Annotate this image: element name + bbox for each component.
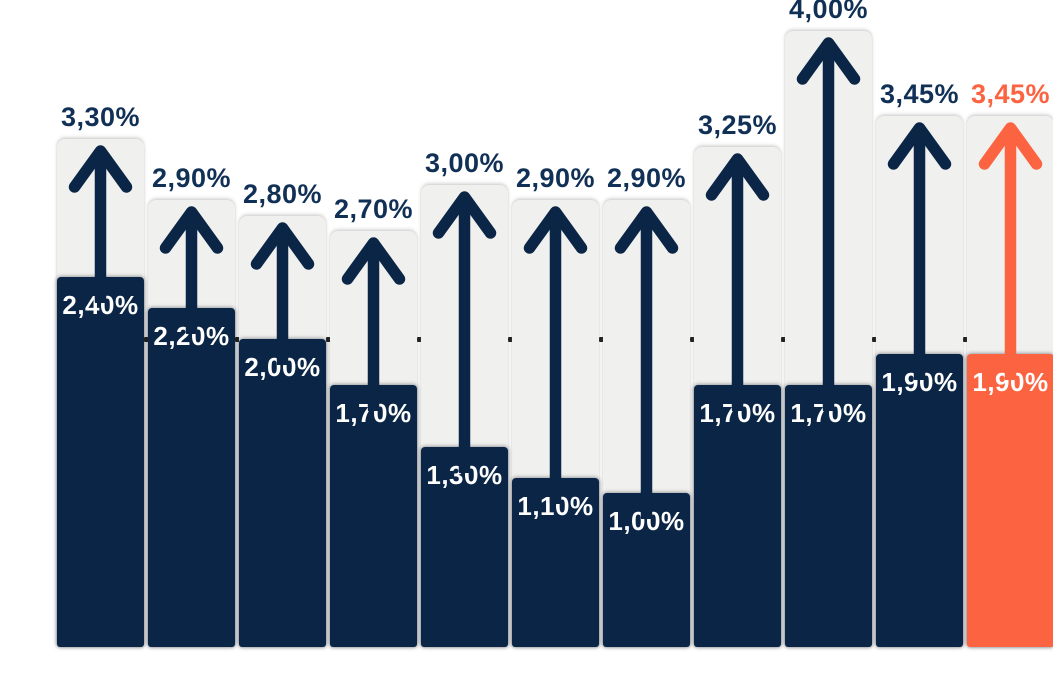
- target-value-label: 2,90%: [515, 163, 596, 193]
- gridline-dot: [326, 337, 331, 342]
- target-value-label: 2,80%: [242, 179, 323, 209]
- increase-arrow-icon: [523, 206, 588, 504]
- current-bar: 2,40%: [57, 277, 144, 647]
- current-bar: 1,30%: [421, 447, 508, 647]
- gridline-dot: [508, 337, 513, 342]
- increase-arrow-icon: [978, 122, 1043, 380]
- target-value-label: 3,00%: [424, 148, 505, 178]
- increase-arrow-icon: [250, 222, 315, 365]
- gridline-dot: [963, 337, 968, 342]
- current-bar: 1,70%: [694, 385, 781, 647]
- target-value-label: 3,45%: [879, 79, 960, 109]
- increase-arrow-icon: [341, 237, 406, 411]
- current-bar: 1,70%: [785, 385, 872, 647]
- increase-arrow-icon: [159, 206, 224, 334]
- gridline-dot: [417, 337, 422, 342]
- target-value-label: 2,70%: [333, 194, 414, 224]
- current-bar: 2,20%: [148, 308, 235, 647]
- increase-arrow-icon: [705, 153, 770, 411]
- gridline-dot: [781, 337, 786, 342]
- gridline-dot: [599, 337, 604, 342]
- gridline-dot: [872, 337, 877, 342]
- current-bar-highlighted: 1,90%: [967, 354, 1053, 647]
- current-bar: 2,00%: [239, 339, 326, 647]
- increase-arrow-icon: [432, 191, 497, 473]
- gridline-dot: [690, 337, 695, 342]
- target-value-label-highlighted: 3,45%: [970, 79, 1051, 109]
- increase-arrow-icon: [796, 37, 861, 411]
- target-value-label: 2,90%: [606, 163, 687, 193]
- current-bar: 1,70%: [330, 385, 417, 647]
- target-value-label: 3,30%: [60, 102, 141, 132]
- current-bar: 1,90%: [876, 354, 963, 647]
- increase-arrow-icon: [887, 122, 952, 380]
- current-bar: 1,10%: [512, 478, 599, 647]
- increase-arrow-icon: [614, 206, 679, 519]
- increase-arrow-icon: [68, 145, 133, 303]
- target-value-label: 3,25%: [697, 110, 778, 140]
- target-value-label: 2,90%: [151, 163, 232, 193]
- target-value-label: 4,00%: [788, 0, 869, 24]
- gridline-dot: [144, 337, 149, 342]
- gridline-dot: [235, 337, 240, 342]
